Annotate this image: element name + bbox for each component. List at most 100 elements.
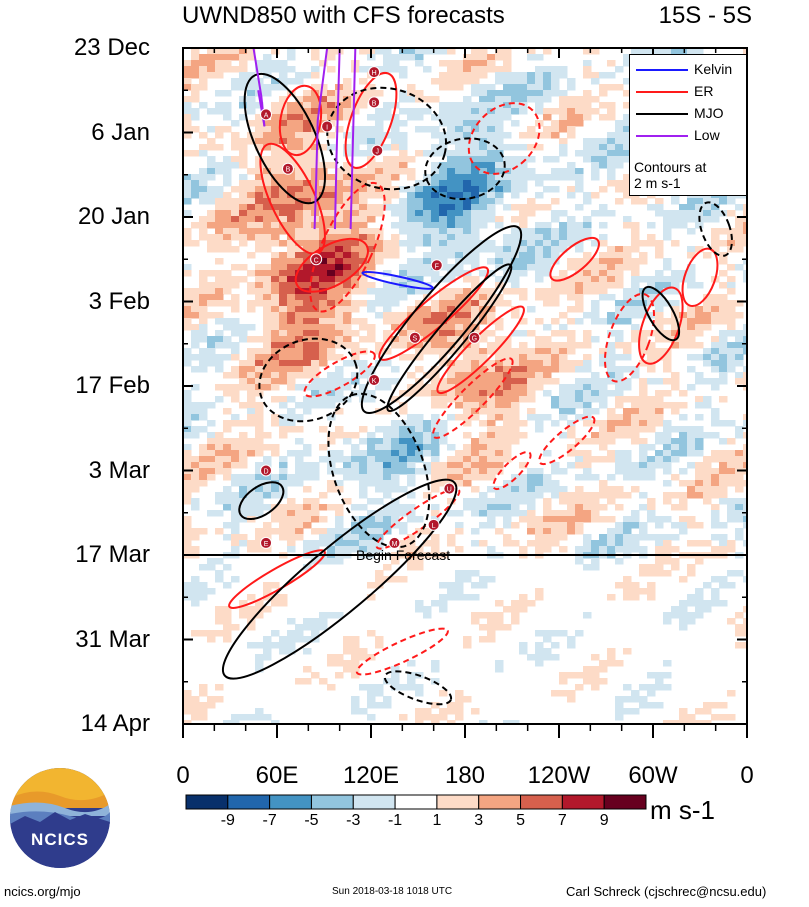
field-cell: [335, 468, 344, 475]
field-cell: [311, 516, 320, 523]
field-cell: [527, 414, 536, 421]
field-cell: [679, 402, 688, 409]
field-cell: [671, 276, 680, 283]
field-cell: [663, 402, 672, 409]
field-cell: [303, 564, 312, 571]
field-cell: [535, 264, 544, 271]
field-cell: [199, 324, 208, 331]
field-cell: [367, 450, 376, 457]
field-cell: [471, 528, 480, 535]
field-cell: [663, 612, 672, 619]
field-cell: [367, 258, 376, 265]
footer-left[interactable]: ncics.org/mjo: [4, 884, 81, 899]
field-cell: [183, 540, 192, 547]
field-cell: [431, 324, 440, 331]
field-cell: [519, 546, 528, 553]
field-cell: [343, 198, 352, 205]
field-cell: [711, 450, 720, 457]
field-cell: [687, 480, 696, 487]
field-cell: [295, 78, 304, 85]
field-cell: [183, 270, 192, 277]
field-cell: [583, 276, 592, 283]
field-cell: [551, 354, 560, 361]
field-cell: [471, 366, 480, 373]
field-cell: [319, 504, 328, 511]
field-cell: [447, 708, 456, 715]
field-cell: [191, 576, 200, 583]
field-cell: [487, 498, 496, 505]
field-cell: [191, 468, 200, 475]
field-cell: [343, 462, 352, 469]
field-cell: [391, 204, 400, 211]
field-cell: [303, 504, 312, 511]
field-cell: [655, 336, 664, 343]
field-cell: [439, 84, 448, 91]
field-cell: [655, 564, 664, 571]
field-cell: [223, 720, 232, 724]
field-cell: [543, 534, 552, 541]
field-cell: [607, 174, 616, 181]
field-cell: [207, 186, 216, 193]
field-cell: [711, 336, 720, 343]
storm-marker-label: B: [286, 167, 291, 174]
field-cell: [455, 396, 464, 403]
field-cell: [471, 162, 480, 169]
field-cell: [495, 396, 504, 403]
field-cell: [239, 144, 248, 151]
field-cell: [719, 396, 728, 403]
field-cell: [711, 318, 720, 325]
field-cell: [471, 462, 480, 469]
field-cell: [191, 114, 200, 121]
field-cell: [335, 672, 344, 679]
field-cell: [367, 366, 376, 373]
field-cell: [303, 372, 312, 379]
field-cell: [343, 216, 352, 223]
field-cell: [639, 390, 648, 397]
field-cell: [735, 222, 744, 229]
field-cell: [327, 336, 336, 343]
field-cell: [223, 234, 232, 241]
field-cell: [471, 468, 480, 475]
field-cell: [519, 216, 528, 223]
field-cell: [463, 114, 472, 121]
field-cell: [391, 174, 400, 181]
field-cell: [503, 402, 512, 409]
field-cell: [327, 132, 336, 139]
field-cell: [439, 264, 448, 271]
field-cell: [511, 522, 520, 529]
field-cell: [463, 186, 472, 193]
field-cell: [319, 144, 328, 151]
field-cell: [663, 480, 672, 487]
field-cell: [711, 420, 720, 427]
field-cell: [375, 426, 384, 433]
ncics-logo[interactable]: NCICS: [10, 768, 110, 868]
field-cell: [583, 270, 592, 277]
field-cell: [631, 270, 640, 277]
field-cell: [391, 156, 400, 163]
field-cell: [479, 270, 488, 277]
field-cell: [367, 510, 376, 517]
field-cell: [343, 432, 352, 439]
field-cell: [207, 60, 216, 67]
field-cell: [415, 48, 424, 55]
field-cell: [527, 90, 536, 97]
field-cell: [495, 180, 504, 187]
field-cell: [183, 534, 192, 541]
field-cell: [279, 156, 288, 163]
field-cell: [415, 432, 424, 439]
field-cell: [215, 432, 224, 439]
field-cell: [295, 630, 304, 637]
field-cell: [271, 60, 280, 67]
field-cell: [231, 528, 240, 535]
field-cell: [583, 438, 592, 445]
field-cell: [559, 498, 568, 505]
field-cell: [583, 198, 592, 205]
field-cell: [431, 204, 440, 211]
field-cell: [223, 492, 232, 499]
field-cell: [495, 222, 504, 229]
field-cell: [615, 282, 624, 289]
legend-item-kelvin: Kelvin: [630, 59, 748, 79]
field-cell: [383, 240, 392, 247]
field-cell: [455, 234, 464, 241]
field-cell: [231, 390, 240, 397]
